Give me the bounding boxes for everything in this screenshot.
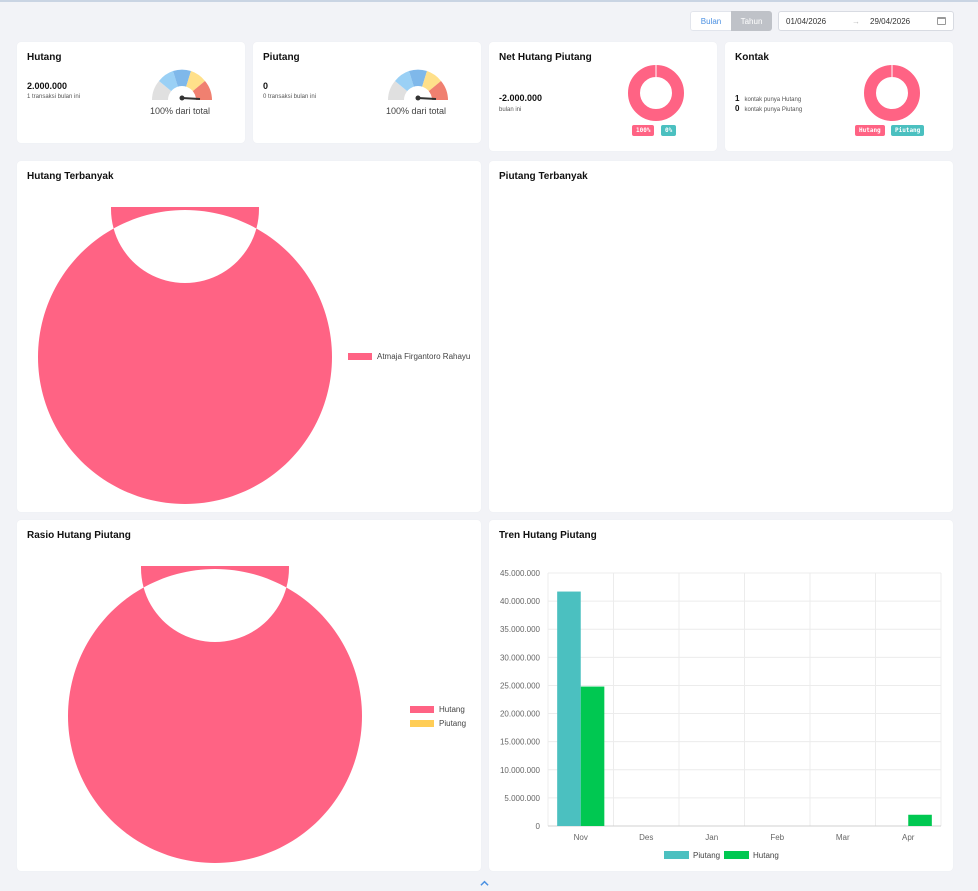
card-title: Hutang [27,52,62,63]
legend-swatch[interactable] [664,851,689,859]
x-tick-label: Feb [770,833,784,842]
kontak-piutang-count: 0 [735,104,740,113]
net-hutang-piutang-card: Net Hutang Piutang -2.000.000 bulan ini … [489,42,717,151]
top-controls: Bulan Tahun 01/04/2026 → 29/04/2026 [690,10,954,32]
chart-legend: Hutang Piutang [410,705,466,728]
y-tick-label: 35.000.000 [500,625,541,634]
end-date[interactable]: 29/04/2026 [870,16,911,26]
period-toggle: Bulan Tahun [690,11,772,31]
net-donut-icon [628,65,684,121]
legend-label[interactable]: Piutang [693,851,720,860]
kontak-badge-hutang: Hutang [855,125,885,136]
piutang-card: Piutang 0 0 transaksi bulan ini 100% dar… [253,42,481,143]
month-toggle-button[interactable]: Bulan [690,11,731,31]
bar-piutang[interactable] [557,591,581,826]
hutang-subtitle: 1 transaksi bulan ini [27,94,81,100]
chevron-up-icon[interactable] [480,879,489,888]
legend-label: Atmaja Firgantoro Rahayu [377,352,471,361]
kontak-donut-icon [864,65,920,121]
gauge-icon [152,69,212,102]
kontak-piutang-line: 0 kontak punya Piutang [735,104,802,113]
legend-label: Piutang [439,719,467,728]
y-tick-label: 30.000.000 [500,653,541,662]
x-tick-label: Jan [705,833,718,842]
rasio-donut-chart [67,566,362,863]
piutang-value: 0 [263,81,269,91]
card-title: Rasio Hutang Piutang [27,530,131,541]
legend-label: Hutang [439,705,465,714]
legend-item[interactable]: Atmaja Firgantoro Rahayu [348,352,470,361]
legend-swatch[interactable] [724,851,749,859]
legend-label[interactable]: Hutang [753,851,779,860]
piutang-terbanyak-card: Piutang Terbanyak [489,161,953,512]
piutang-subtitle: 0 transaksi bulan ini [263,94,317,100]
kontak-hutang-line: 1 kontak punya Hutang [735,94,801,103]
legend-swatch [348,353,372,360]
legend-item-piutang[interactable]: Piutang [410,719,466,728]
legend-item-hutang[interactable]: Hutang [410,705,466,714]
kontak-piutang-text: kontak punya Piutang [744,107,803,113]
y-tick-label: 5.000.000 [504,794,540,803]
card-title: Piutang Terbanyak [499,171,588,182]
gauge-icon [388,69,448,102]
start-date[interactable]: 01/04/2026 [786,16,827,26]
y-tick-label: 10.000.000 [500,766,541,775]
net-value: -2.000.000 [499,93,543,103]
tren-hutang-piutang-card: Tren Hutang Piutang 0 5.000.000 10.000.000… [489,520,953,871]
y-tick-label: 15.000.000 [500,738,541,747]
x-tick-label: Nov [574,833,588,842]
gauge-label: 100% dari total [386,106,447,116]
x-tick-label: Apr [902,833,915,842]
kontak-hutang-count: 1 [735,94,740,103]
y-tick-label: 20.000.000 [500,710,541,719]
rasio-hutang-piutang-card: Rasio Hutang Piutang Hutang Piutang [17,520,481,871]
gauge-label: 100% dari total [150,106,211,116]
x-tick-label: Mar [836,833,850,842]
legend-swatch [410,706,434,713]
chart-legend: Atmaja Firgantoro Rahayu [348,352,470,361]
card-title: Tren Hutang Piutang [499,530,597,541]
bar-hutang[interactable] [580,686,605,826]
card-title: Piutang [263,52,300,63]
y-tick-label: 45.000.000 [500,569,541,578]
kontak-hutang-text: kontak punya Hutang [744,97,802,103]
arrow-right-icon: → [852,16,861,26]
hutang-terbanyak-card: Hutang Terbanyak Atmaja Firgantoro Rahay… [17,161,481,512]
year-toggle-button[interactable]: Tahun [731,11,772,31]
legend-swatch [410,720,434,727]
donut-slice[interactable] [67,566,362,863]
kontak-card: Kontak 1 kontak punya Hutang 0 kontak pu… [725,42,953,151]
card-title: Net Hutang Piutang [499,52,592,63]
y-tick-label: 0 [536,822,541,831]
donut-slice[interactable] [37,207,332,504]
y-tick-label: 40.000.000 [500,597,541,606]
net-badge-piutang: 0% [661,125,677,136]
hutang-value: 2.000.000 [27,81,68,91]
card-title: Hutang Terbanyak [27,171,114,182]
y-tick-label: 25.000.000 [500,681,541,690]
calendar-icon [937,17,946,25]
date-range-picker[interactable]: 01/04/2026 → 29/04/2026 [778,11,954,31]
hutang-terbanyak-donut-chart [37,207,332,504]
net-subtitle: bulan ini [499,107,522,113]
net-badge-hutang: 100% [632,125,655,136]
x-tick-label: Des [639,833,653,842]
hutang-card: Hutang 2.000.000 1 transaksi bulan ini 1… [17,42,245,143]
bar-hutang[interactable] [908,814,932,826]
tren-bar-chart: 0 5.000.000 10.000.000 15.000.000 20.000.000… [500,569,942,860]
card-title: Kontak [735,52,769,63]
kontak-badge-piutang: Piutang [891,125,925,136]
